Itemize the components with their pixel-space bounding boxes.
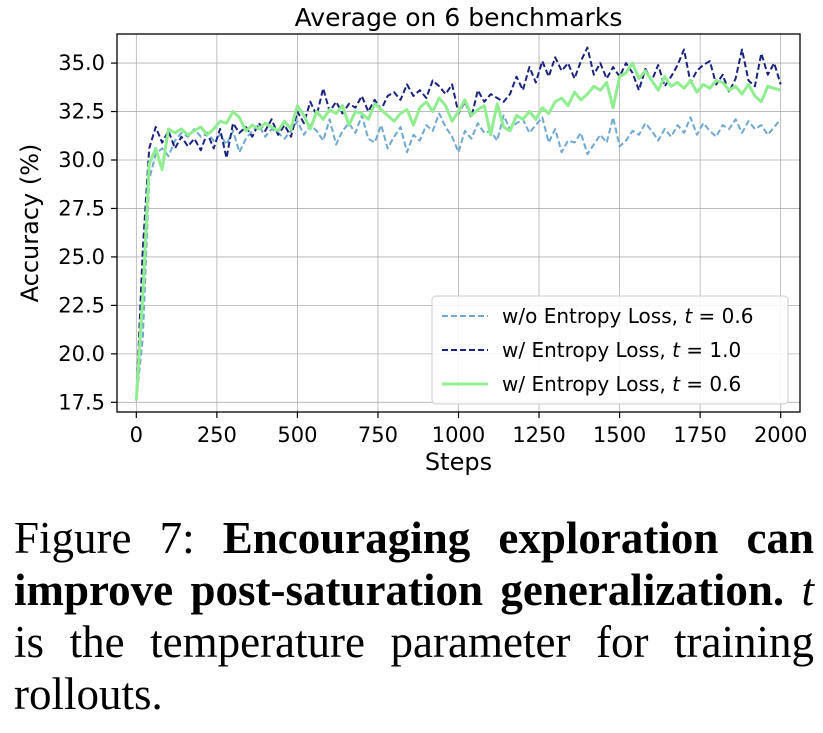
chart: 0 250 500 750 1000 1250 1500 1750 2000 17.5 20.0 22… — [0, 0, 823, 480]
chart-background — [0, 0, 823, 480]
y-tick-label: 30.0 — [58, 148, 105, 172]
x-axis-label: Steps — [425, 448, 492, 476]
y-tick-label: 32.5 — [58, 100, 105, 124]
legend-box — [431, 295, 789, 405]
x-tick-label: 2000 — [754, 423, 807, 447]
x-tick-label: 750 — [358, 423, 398, 447]
legend: w/o Entropy Loss, t = 0.6 w/ Entropy Loss… — [431, 295, 789, 405]
chart-title: Average on 6 benchmarks — [295, 3, 623, 32]
series-lines — [134, 46, 782, 401]
figure-caption: Figure 7: Encouraging exploration can im… — [14, 512, 814, 720]
legend-label: w/ Entropy Loss, t = 0.6 — [502, 372, 741, 396]
grid — [117, 34, 800, 412]
y-axis-label: Accuracy (%) — [16, 144, 44, 303]
legend-label: w/o Entropy Loss, t = 0.6 — [502, 304, 753, 328]
y-tick-label: 17.5 — [58, 390, 105, 414]
x-tick-label: 500 — [277, 423, 317, 447]
legend-items: w/o Entropy Loss, t = 0.6 w/ Entropy Loss… — [442, 304, 753, 396]
caption-label: Figure 7: — [14, 513, 195, 563]
caption-bold-text: Encouraging exploration can improve post… — [14, 513, 814, 615]
x-tick-label: 250 — [197, 423, 237, 447]
y-tick-label: 22.5 — [58, 293, 105, 317]
x-tick-label: 1250 — [512, 423, 565, 447]
x-tick-label: 1000 — [432, 423, 485, 447]
y-tick-label: 20.0 — [58, 342, 105, 366]
legend-label: w/ Entropy Loss, t = 1.0 — [502, 338, 741, 362]
y-tick-label: 27.5 — [58, 196, 105, 220]
axis-ticks: 0 250 500 750 1000 1250 1500 1750 2000 17.5 20.0 22… — [58, 51, 807, 447]
x-tick-label: 1500 — [593, 423, 646, 447]
caption-rest: is the temperature parameter for trainin… — [14, 617, 814, 719]
y-tick-label: 25.0 — [58, 245, 105, 269]
y-tick-label: 35.0 — [58, 51, 105, 75]
x-tick-label: 0 — [130, 423, 143, 447]
series-line-1 — [135, 112, 782, 401]
x-tick-label: 1750 — [673, 423, 726, 447]
series-line-3 — [134, 61, 782, 401]
caption-variable: t — [801, 565, 814, 615]
